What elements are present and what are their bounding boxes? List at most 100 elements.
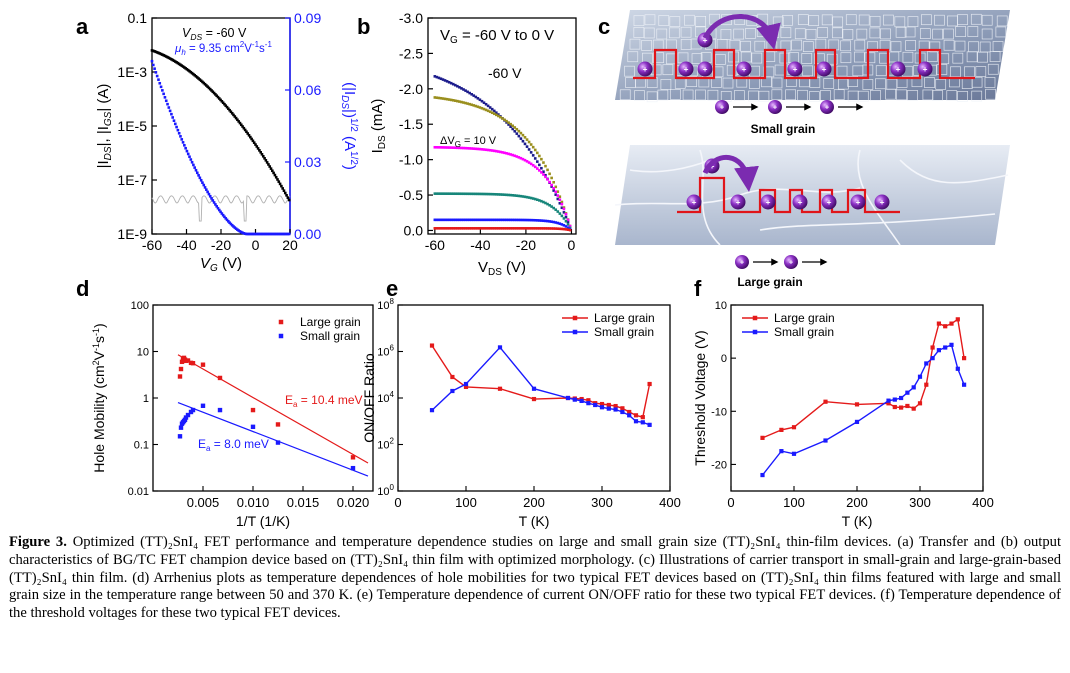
small-grain-cell [905, 40, 916, 51]
panel-e-x-tick-label: 400 [659, 495, 681, 510]
small-grain-cell [932, 90, 943, 101]
small-grain-cell [662, 64, 674, 76]
panel-b-curve-point [503, 118, 506, 122]
panel-b-xlabel: VDS (V) [478, 259, 526, 278]
panel-a-ids-point [263, 156, 266, 160]
small-grain-cell [707, 89, 719, 101]
panel-b-curve-point [562, 227, 566, 231]
panel-b-curve-point [495, 149, 498, 153]
legend-swatch-marker [278, 333, 284, 339]
panel-b-curve-point [560, 214, 564, 218]
panel-b-x-tick-label: 0 [568, 237, 576, 253]
panel-a-sqrt-ids-point [225, 218, 229, 222]
panel-a-ids-point [242, 126, 246, 130]
panel-a-sqrt-ids-point [163, 96, 167, 99]
panel-b-curve-point [480, 218, 484, 222]
panel-b-curve-point [521, 218, 525, 222]
panel-b-curve-point [476, 147, 480, 151]
panel-b-curve-point [458, 192, 461, 196]
panel-d-fit-line [177, 401, 369, 477]
panel-b-curve-point [439, 77, 443, 81]
small-grain-cell [907, 90, 918, 101]
panel-e-point [579, 398, 584, 404]
panel-f-point [911, 385, 916, 390]
panel-b-curve-point [517, 218, 521, 222]
panel-e-point [620, 406, 625, 411]
panel-f-point [899, 395, 904, 401]
small-grain-cell [987, 63, 999, 75]
small-grain-cell [952, 52, 964, 64]
panel-b-curve-point [495, 111, 498, 114]
panel-b-curve-point [509, 153, 512, 156]
small-grain-carrier-plus: + [684, 65, 689, 74]
small-grain-cell [802, 41, 814, 52]
small-grain-cell [751, 52, 763, 64]
panel-b-curve-point [462, 146, 465, 150]
panel-b-curve-point [439, 192, 443, 195]
small-grain-label: Small grain [751, 122, 816, 136]
panel-a-mobility-annotation: μh = 9.35 cm2V-1s-1 [174, 40, 272, 57]
small-grain-cell [896, 89, 907, 101]
panel-a-ids-point [261, 154, 265, 158]
panel-a-xlabel: VG (V) [200, 255, 242, 274]
panel-f-point [924, 382, 929, 387]
panel-b-curve-point [435, 192, 439, 195]
small-grain-cell [695, 89, 706, 101]
panel-a-sqrt-ids-point [211, 199, 215, 202]
small-grain-carrier-plus: + [643, 65, 648, 74]
small-grain-cell [864, 52, 876, 64]
panel-a-ids-point [220, 99, 224, 103]
small-grain-cell [919, 28, 931, 39]
panel-f-point [943, 345, 948, 350]
panel-e-point [586, 401, 591, 406]
panel-d-mobility-plot: 100 10 1 0.1 0.01 0.005 0.010 0.015 0.020 Large … [91, 300, 374, 529]
panel-b-curve-point [560, 206, 564, 210]
small-grain-carrier [697, 61, 713, 77]
panel-b-curve-point [552, 227, 555, 230]
panel-b-output-plot: -3.0 -2.5 -2.0 -1.5 -1.0 -0.5 0.0-60 -40 -20 0 VG… [369, 10, 577, 278]
panel-f-point [892, 404, 897, 410]
panel-f-frame [730, 304, 984, 492]
panel-b-curve-point [511, 127, 515, 131]
panel-b-curve-point [490, 227, 494, 230]
panel-b-curve-point [482, 107, 486, 111]
panel-b-curve-point [495, 113, 498, 117]
panel-b-curve-point [562, 207, 566, 211]
panel-f-point [955, 317, 960, 322]
panel-a-sqrt-ids-point [190, 160, 194, 164]
panel-d-x-tick-label: 0.005 [187, 495, 220, 510]
small-grain-cell [926, 51, 938, 62]
panel-a-ids-point [247, 133, 251, 137]
panel-letter-c: c [598, 14, 610, 39]
panel-f-x-tick-label: 200 [846, 495, 868, 510]
panel-b-curve-point [533, 197, 537, 201]
panel-b-curve-point [529, 162, 533, 166]
panel-a-sqrt-ids-point [164, 99, 168, 103]
small-grain-cell [856, 28, 868, 40]
panel-e-point [593, 402, 598, 408]
panel-b-curves [433, 75, 572, 232]
panel-b-curve-point [443, 218, 447, 222]
panel-b-curve-point [554, 185, 558, 189]
panel-f-point [930, 356, 935, 361]
panel-a-sqrt-ids-point [217, 208, 221, 212]
panel-b-curve-point [439, 218, 443, 222]
panel-a-ids-point [265, 161, 269, 164]
large-grain-energy-barrier [677, 176, 900, 214]
panel-d-point [350, 465, 356, 471]
small-grain-row-carrier [820, 100, 834, 114]
panel-b-curve-point [507, 193, 510, 197]
panel-b-curve-point [478, 106, 482, 109]
panel-f-y-tick-label: -10 [711, 406, 727, 418]
panel-b-curve-point [544, 164, 547, 168]
small-grain-cell [911, 76, 923, 88]
panel-b-curve-point [488, 148, 492, 152]
panel-b-curve-point [542, 200, 545, 204]
panel-a-ids-point [273, 173, 277, 177]
panel-f-point [854, 419, 860, 425]
panel-b-curve-point [490, 218, 494, 222]
panel-a-ids-point [246, 132, 250, 135]
small-grain-cell [837, 78, 849, 90]
small-grain-cell [748, 90, 759, 102]
small-grain-cell [870, 90, 881, 101]
